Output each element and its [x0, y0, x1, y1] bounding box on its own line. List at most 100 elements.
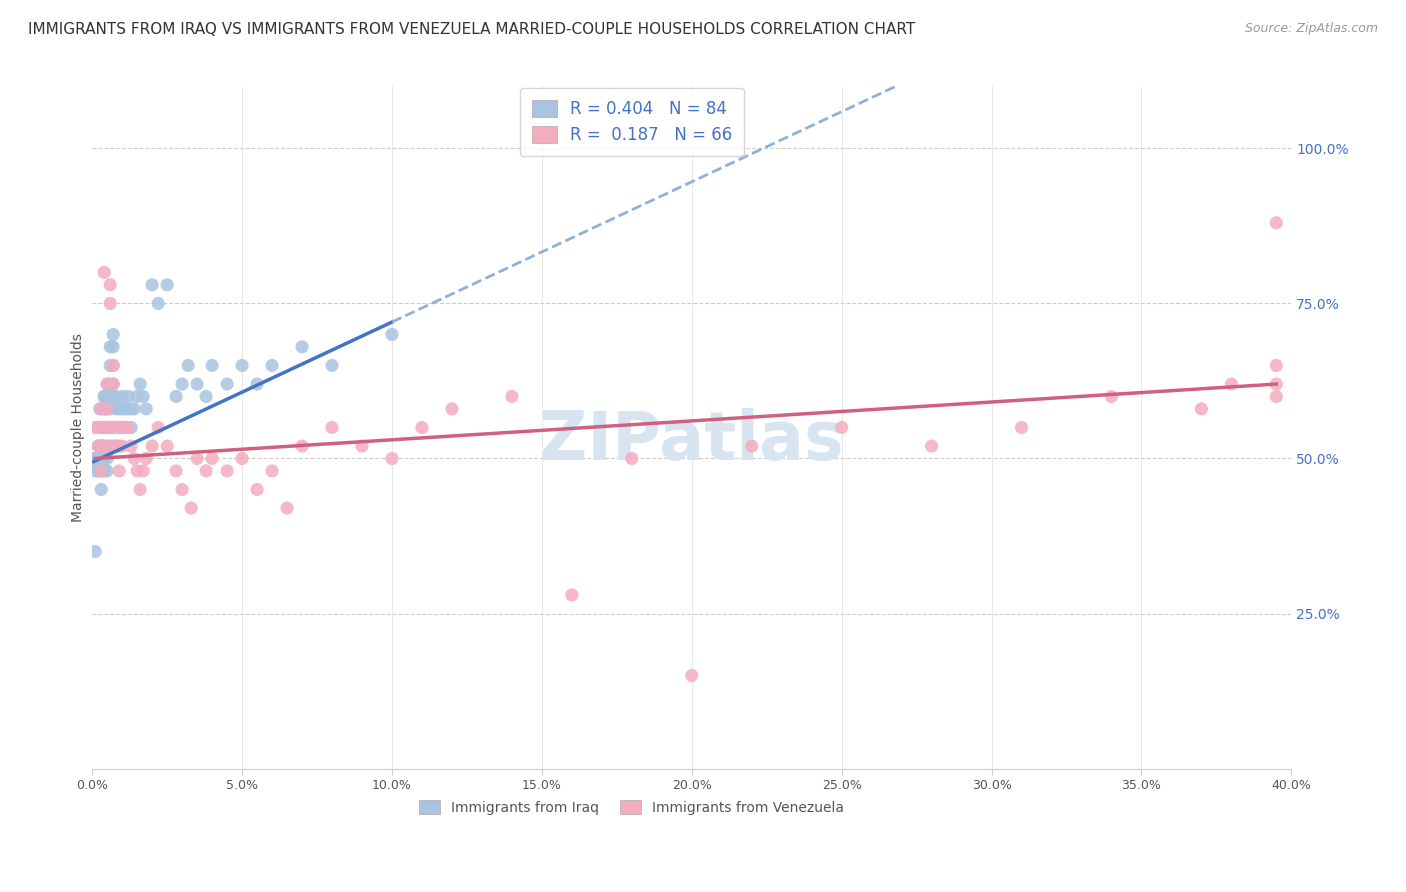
Point: [129, 377, 152, 392]
Point: [108, 464, 131, 478]
Point: [98, 401, 121, 416]
Point: [129, 483, 152, 497]
Point: [90, 451, 112, 466]
Point: [111, 439, 134, 453]
Point: [831, 420, 853, 434]
Point: [1265, 359, 1288, 373]
Point: [246, 483, 269, 497]
Point: [90, 439, 112, 453]
Point: [321, 359, 343, 373]
Point: [90, 464, 112, 478]
Point: [411, 420, 433, 434]
Point: [87, 439, 110, 453]
Point: [1220, 377, 1243, 392]
Point: [1265, 216, 1288, 230]
Point: [101, 377, 124, 392]
Point: [120, 439, 142, 453]
Point: [96, 451, 118, 466]
Point: [96, 377, 118, 392]
Point: [84, 420, 107, 434]
Point: [101, 359, 124, 373]
Point: [186, 451, 208, 466]
Point: [146, 420, 169, 434]
Point: [93, 401, 115, 416]
Point: [87, 420, 110, 434]
Point: [186, 377, 208, 392]
Point: [156, 277, 179, 292]
Point: [98, 420, 121, 434]
Text: ZIPatlas: ZIPatlas: [540, 409, 844, 475]
Point: [111, 420, 134, 434]
Point: [93, 389, 115, 403]
Point: [1189, 401, 1212, 416]
Point: [101, 340, 124, 354]
Point: [87, 464, 110, 478]
Point: [260, 359, 283, 373]
Point: [86, 451, 108, 466]
Point: [90, 439, 112, 453]
Point: [1265, 377, 1288, 392]
Point: [93, 420, 115, 434]
Point: [90, 483, 112, 497]
Point: [132, 389, 155, 403]
Point: [132, 464, 155, 478]
Point: [1265, 389, 1288, 403]
Point: [96, 420, 118, 434]
Point: [350, 439, 373, 453]
Point: [156, 439, 179, 453]
Point: [172, 377, 194, 392]
Point: [93, 464, 115, 478]
Point: [117, 401, 139, 416]
Point: [98, 296, 121, 310]
Point: [96, 464, 118, 478]
Point: [105, 401, 128, 416]
Point: [91, 420, 114, 434]
Y-axis label: Married-couple Households: Married-couple Households: [72, 333, 86, 522]
Point: [90, 420, 112, 434]
Point: [90, 451, 112, 466]
Point: [135, 401, 157, 416]
Point: [108, 420, 131, 434]
Point: [217, 377, 239, 392]
Point: [101, 389, 124, 403]
Point: [93, 451, 115, 466]
Point: [114, 401, 136, 416]
Point: [321, 420, 343, 434]
Point: [93, 389, 115, 403]
Point: [87, 420, 110, 434]
Point: [83, 451, 105, 466]
Point: [93, 401, 115, 416]
Point: [90, 401, 112, 416]
Point: [291, 439, 314, 453]
Point: [105, 420, 128, 434]
Point: [260, 464, 283, 478]
Point: [101, 359, 124, 373]
Text: Source: ZipAtlas.com: Source: ZipAtlas.com: [1244, 22, 1378, 36]
Point: [921, 439, 943, 453]
Point: [96, 401, 118, 416]
Point: [141, 277, 163, 292]
Point: [96, 420, 118, 434]
Point: [1011, 420, 1033, 434]
Point: [93, 420, 115, 434]
Point: [217, 464, 239, 478]
Point: [120, 401, 142, 416]
Point: [172, 483, 194, 497]
Point: [201, 359, 224, 373]
Point: [90, 439, 112, 453]
Point: [101, 327, 124, 342]
Point: [146, 296, 169, 310]
Point: [108, 420, 131, 434]
Point: [93, 439, 115, 453]
Point: [291, 340, 314, 354]
Point: [231, 451, 253, 466]
Point: [165, 389, 187, 403]
Point: [93, 420, 115, 434]
Point: [195, 389, 218, 403]
Point: [681, 668, 703, 682]
Point: [96, 401, 118, 416]
Point: [741, 439, 763, 453]
Point: [381, 327, 404, 342]
Point: [117, 420, 139, 434]
Point: [231, 359, 253, 373]
